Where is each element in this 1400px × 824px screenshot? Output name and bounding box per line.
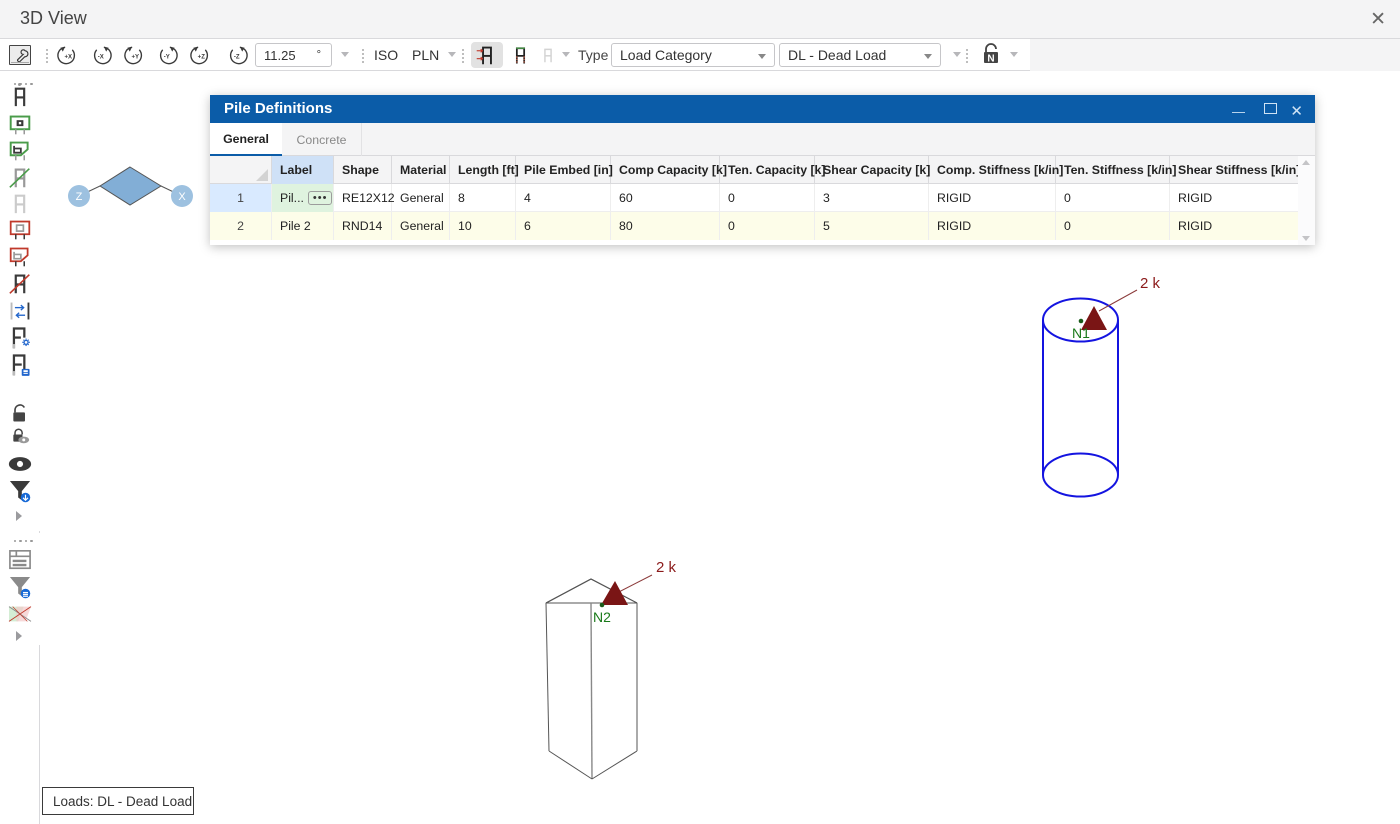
svg-text:Z: Z — [76, 191, 83, 203]
svg-text:X: X — [178, 191, 186, 203]
